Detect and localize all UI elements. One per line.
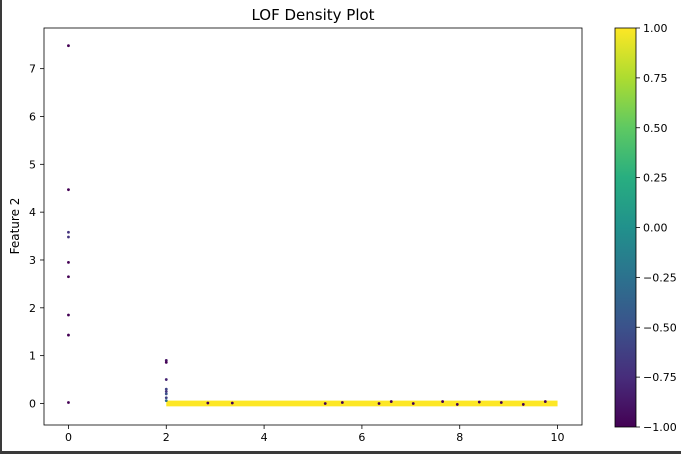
scatter-point [230, 401, 234, 405]
x-axis: 0 2 4 6 8 10 [65, 425, 565, 444]
scatter-point [455, 403, 459, 406]
x-tick-label: 4 [261, 431, 268, 444]
x-tick-label: 6 [358, 431, 365, 444]
scatter-point [67, 333, 70, 337]
colorbar-tick-label: −0.50 [643, 321, 677, 334]
colorbar-tick-label: 1.00 [643, 22, 668, 35]
colorbar-tick-label: −1.00 [643, 421, 677, 434]
plot-area-frame [43, 27, 583, 426]
scatter-point [164, 399, 168, 403]
scatter-point [164, 378, 168, 381]
scatter-point [377, 402, 381, 405]
y-tick-label: 5 [29, 158, 36, 171]
scatter-point [543, 400, 547, 403]
scatter-point [67, 230, 70, 234]
scatter-point [67, 313, 70, 317]
colorbar-tick-label: −0.25 [643, 271, 677, 284]
window-edge-bottom [0, 451, 681, 454]
colorbar-tick-label: 0.00 [643, 222, 668, 235]
scatter-point [164, 359, 168, 362]
chart-title: LOF Density Plot [251, 6, 374, 24]
y-tick-label: 2 [29, 302, 36, 315]
y-tick-label: 1 [29, 350, 36, 363]
colorbar-tick-label: 0.25 [643, 172, 668, 185]
scatter-point [389, 400, 393, 403]
x-tick-label: 8 [456, 431, 463, 444]
scatter-point [164, 387, 168, 391]
scatter-point [441, 400, 445, 403]
colorbar-tick-label: −0.75 [643, 371, 677, 384]
scatter-point [340, 401, 344, 404]
scatter-point [67, 401, 70, 404]
scatter-point [521, 403, 525, 406]
y-tick-label: 4 [29, 206, 36, 219]
scatter-point [164, 360, 168, 364]
inlier-band [166, 400, 558, 407]
window-edge-left [0, 0, 2, 454]
x-tick-label: 10 [551, 431, 565, 444]
x-tick-label: 0 [65, 431, 72, 444]
scatter-point [411, 402, 415, 405]
colorbar-tick-label: 0.50 [643, 122, 668, 135]
colorbar-tick-label: 0.75 [643, 72, 668, 85]
scatter-point [323, 402, 327, 405]
scatter-point [164, 390, 168, 393]
scatter-points [67, 44, 558, 407]
scatter-point [477, 400, 481, 404]
scatter-point [67, 188, 70, 192]
scatter-point [206, 401, 210, 405]
scatter-point [67, 260, 70, 264]
scatter-point [67, 44, 70, 48]
y-tick-label: 6 [29, 110, 36, 123]
colorbar-axis: 1.00 0.75 0.50 0.25 0.00 −0.25 −0.50 −0.75 −1.00 [636, 22, 677, 434]
y-axis: 0 1 2 3 4 5 6 7 [29, 63, 44, 410]
y-tick-label: 0 [29, 397, 36, 410]
y-tick-label: 7 [29, 63, 36, 76]
x-tick-label: 2 [163, 431, 170, 444]
y-tick-label: 3 [29, 254, 36, 267]
y-axis-label: Feature 2 [8, 198, 22, 255]
scatter-point [67, 235, 70, 239]
scatter-point [164, 392, 168, 396]
scatter-point [499, 401, 503, 404]
colorbar-gradient [615, 28, 636, 427]
scatter-point [67, 275, 70, 279]
scatter-point [164, 396, 168, 400]
